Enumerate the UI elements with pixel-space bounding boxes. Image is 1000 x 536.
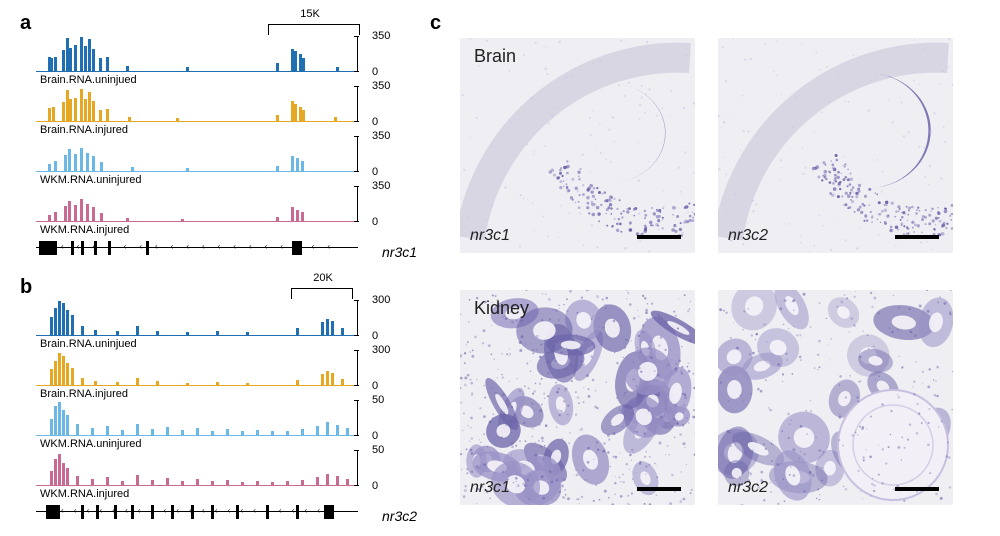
genome-track: 3500Brain.RNA.uninjued: [36, 36, 376, 72]
track-name-label: Brain.RNA.uninjued: [40, 74, 137, 86]
panel-b-scale-label: 20K: [301, 272, 345, 284]
track-name-label: Brain.RNA.uninjued: [40, 338, 137, 350]
micro-brain-nr3c2: nr3c2: [718, 38, 953, 253]
genome-track: 500WKM.RNA.uninjured: [36, 400, 376, 436]
track-name-label: Brain.RNA.injured: [40, 124, 128, 136]
gene-label: nr3c2: [728, 227, 768, 245]
axis-min-label: 0: [372, 330, 400, 342]
axis-min-label: 0: [372, 430, 400, 442]
scale-bar: [895, 235, 939, 239]
figure: a b c 15K 3500Brain.RNA.uninjued3500Brai…: [0, 0, 1000, 536]
track-name-label: WKM.RNA.injured: [40, 224, 129, 236]
panel-b-tracks: 3000Brain.RNA.uninjued 3000Brain.RNA.inju…: [36, 294, 376, 522]
genome-track: 500WKM.RNA.injured: [36, 450, 376, 486]
axis-max-label: 300: [372, 294, 400, 306]
track-name-label: WKM.RNA.uninjured: [40, 438, 141, 450]
panel-label-a: a: [20, 12, 31, 35]
genome-track: 3500WKM.RNA.uninjured: [36, 136, 376, 172]
panel-label-c: c: [430, 12, 441, 35]
genome-track: 3500Brain.RNA.injured: [36, 86, 376, 122]
tissue-label: Brain: [474, 46, 516, 67]
genome-track: 3500WKM.RNA.injured: [36, 186, 376, 222]
micro-kidney-nr3c1: Kidney nr3c1: [460, 290, 695, 505]
track-name-label: Brain.RNA.injured: [40, 388, 128, 400]
axis-max-label: 350: [372, 30, 400, 42]
micro-brain-nr3c1: Brain nr3c1: [460, 38, 695, 253]
axis-max-label: 50: [372, 394, 400, 406]
axis-min-label: 0: [372, 166, 400, 178]
panel-a-tracks: 3500Brain.RNA.uninjued 3500Brain.RNA.inju…: [36, 30, 376, 258]
gene-label: nr3c1: [382, 244, 417, 260]
gene-model: ‹‹‹‹‹‹‹‹‹‹‹‹‹‹‹‹‹‹: [36, 238, 376, 258]
axis-max-label: 350: [372, 180, 400, 192]
axis-max-label: 350: [372, 130, 400, 142]
micro-kidney-nr3c2: nr3c2: [718, 290, 953, 505]
axis-max-label: 350: [372, 80, 400, 92]
track-name-label: WKM.RNA.injured: [40, 488, 129, 500]
gene-label: nr3c1: [470, 479, 510, 497]
gene-model: ‹‹‹‹‹‹‹‹‹‹‹‹‹‹‹‹‹‹‹‹‹‹: [36, 502, 376, 522]
genome-track: 3000Brain.RNA.uninjued: [36, 300, 376, 336]
axis-min-label: 0: [372, 116, 400, 128]
axis-min-label: 0: [372, 216, 400, 228]
scale-bar: [637, 487, 681, 491]
panel-a-scale-label: 15K: [288, 8, 332, 20]
scale-bar: [895, 487, 939, 491]
tissue-label: Kidney: [474, 298, 529, 319]
axis-min-label: 0: [372, 380, 400, 392]
gene-label: nr3c2: [382, 508, 417, 524]
gene-label: nr3c2: [728, 479, 768, 497]
axis-min-label: 0: [372, 66, 400, 78]
axis-min-label: 0: [372, 480, 400, 492]
gene-label: nr3c1: [470, 227, 510, 245]
axis-max-label: 300: [372, 344, 400, 356]
axis-max-label: 50: [372, 444, 400, 456]
scale-bar: [637, 235, 681, 239]
genome-track: 3000Brain.RNA.injured: [36, 350, 376, 386]
track-name-label: WKM.RNA.uninjured: [40, 174, 141, 186]
panel-label-b: b: [20, 276, 32, 299]
